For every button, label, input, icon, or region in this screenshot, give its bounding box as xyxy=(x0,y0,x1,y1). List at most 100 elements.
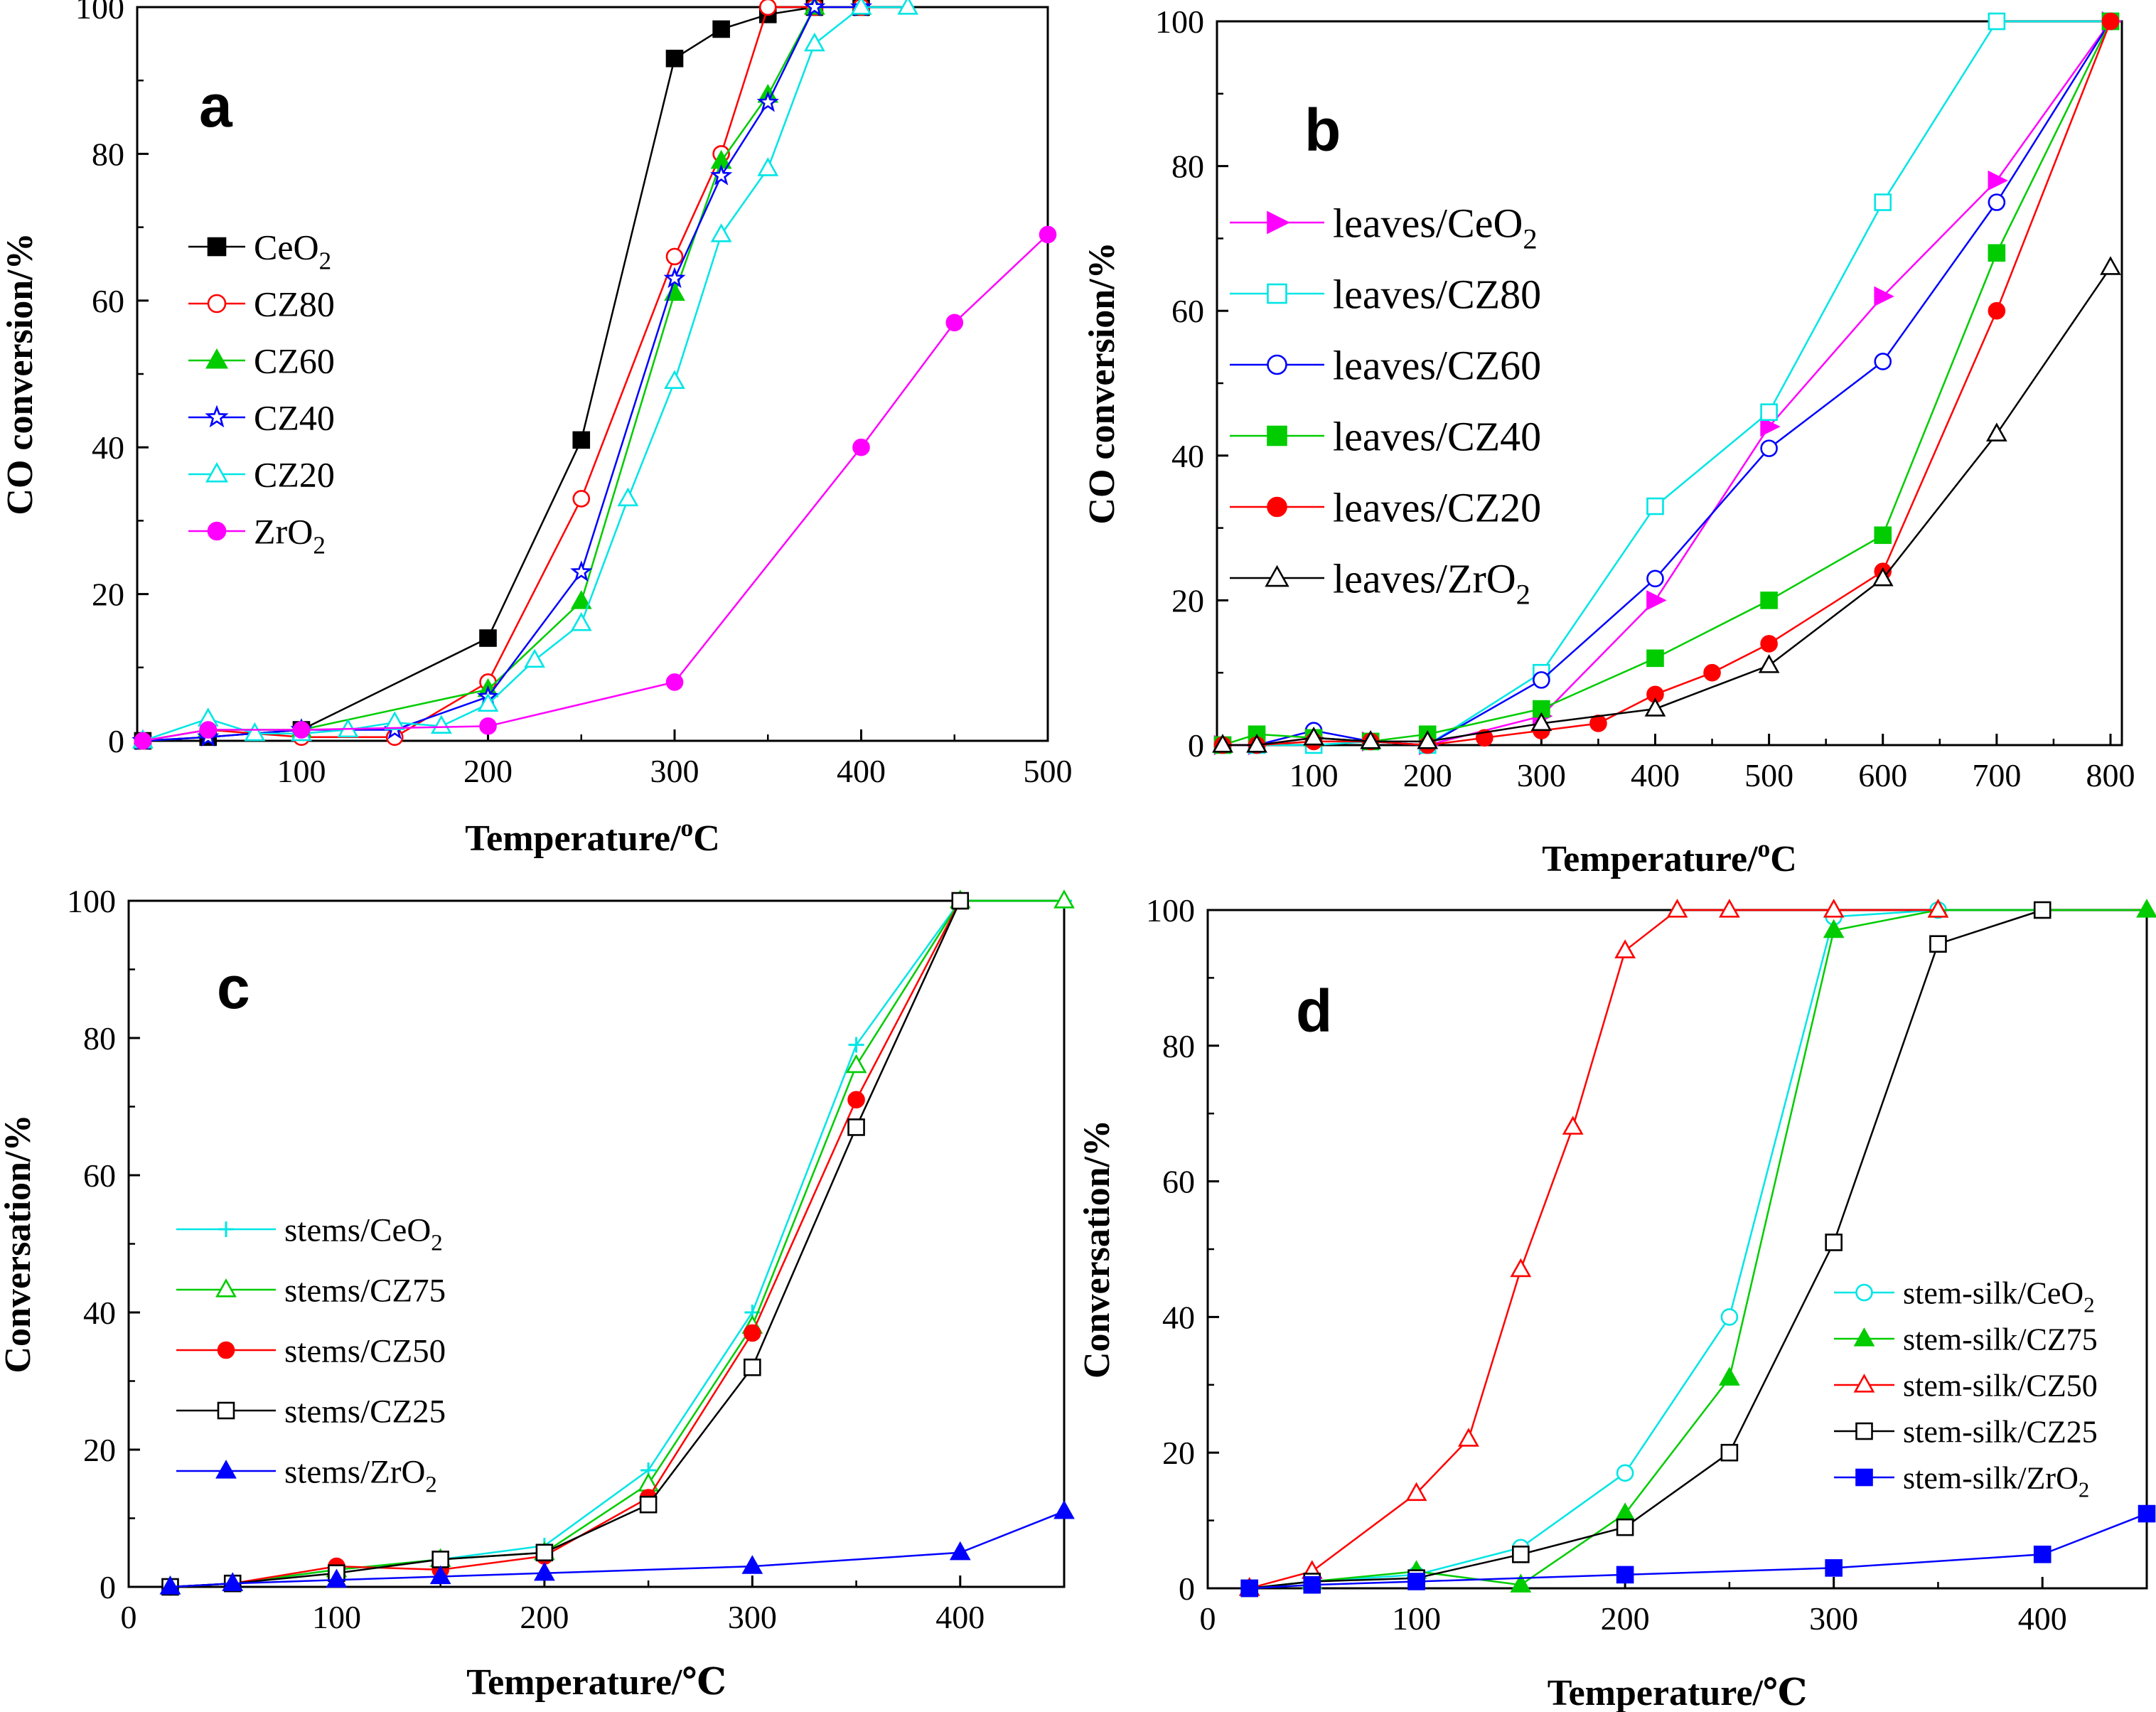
y-tick-label: 40 xyxy=(83,1295,116,1331)
data-point xyxy=(2033,901,2052,919)
data-point xyxy=(1760,635,1778,653)
legend: stem-silk/CeO2 stem-silk/CZ75 stem-silk/CZ… xyxy=(1834,1275,2098,1502)
data-point xyxy=(1988,301,2006,320)
y-tick-label: 0 xyxy=(108,723,124,759)
data-point xyxy=(1646,590,1667,611)
data-point xyxy=(1760,403,1778,422)
legend-label: CeO2 xyxy=(254,228,331,275)
data-point xyxy=(1825,1234,1843,1251)
x-tick-label: 500 xyxy=(1744,757,1793,793)
data-point xyxy=(1988,244,2006,262)
legend-item-leaves-cz80: leaves/CZ80 xyxy=(1230,271,1541,317)
data-point xyxy=(663,267,686,289)
legend-marker xyxy=(1267,496,1287,518)
y-tick-label: 40 xyxy=(1162,1299,1195,1335)
x-axis-label: Temperature/℃ xyxy=(1548,1673,1808,1712)
data-point xyxy=(1039,225,1057,244)
legend-label: stem-silk/CZ25 xyxy=(1903,1414,2098,1449)
legend-label: CZ40 xyxy=(254,398,335,438)
y-tick-label: 40 xyxy=(92,429,124,466)
data-point xyxy=(1405,1482,1427,1502)
data-point xyxy=(639,1495,658,1514)
legend-item-stems-zro2: stems/ZrO2 xyxy=(176,1453,437,1498)
legend-item-stem-silk-ceo2: stem-silk/CeO2 xyxy=(1834,1275,2095,1317)
x-tick-label: 0 xyxy=(121,1599,137,1635)
panel-b: 100 200 300 400 500 600 700 800 0 20 40 60 80 100 Temp… xyxy=(1082,4,2135,879)
x-tick-label: 0 xyxy=(1200,1600,1216,1637)
data-point xyxy=(572,490,591,508)
x-tick-label: 100 xyxy=(1392,1600,1441,1637)
data-point xyxy=(1646,569,1664,588)
y-axis-label: Conversation/% xyxy=(1077,1120,1117,1379)
data-point xyxy=(1719,899,1740,918)
data-point xyxy=(534,1561,555,1581)
legend-label: stems/CZ75 xyxy=(284,1272,446,1309)
legend-label: leaves/CZ80 xyxy=(1333,271,1541,317)
data-point xyxy=(431,715,452,734)
data-point xyxy=(847,1091,865,1109)
legend-label: ZrO2 xyxy=(254,512,326,560)
data-point xyxy=(1874,286,1894,307)
data-point xyxy=(1929,935,1947,953)
data-point xyxy=(1533,671,1550,689)
legend-marker xyxy=(1265,565,1289,587)
legend-label: CZ80 xyxy=(254,284,335,324)
legend-marker xyxy=(207,237,227,257)
data-point xyxy=(2033,1546,2052,1563)
legend-marker xyxy=(1855,1422,1873,1440)
data-point xyxy=(617,487,639,507)
legend-item-zro2: ZrO2 xyxy=(188,512,326,560)
x-tick-label: 100 xyxy=(1289,757,1339,793)
legend-marker xyxy=(205,461,229,483)
data-point xyxy=(199,721,218,739)
data-point xyxy=(1510,1573,1532,1593)
data-point xyxy=(1417,730,1439,749)
data-point xyxy=(326,1568,348,1588)
data-point xyxy=(1719,1366,1740,1386)
data-point xyxy=(1512,1546,1530,1563)
legend-item-stem-silk-cz25: stem-silk/CZ25 xyxy=(1834,1414,2098,1449)
legend-item-stems-cz75: stems/CZ75 xyxy=(176,1272,446,1309)
series-cz20 xyxy=(132,0,918,749)
legend-label: stems/CZ25 xyxy=(284,1393,446,1430)
x-tick-label: 100 xyxy=(312,1599,361,1635)
data-point xyxy=(1644,697,1666,717)
data-point xyxy=(1646,649,1664,668)
legend-item-leaves-zro2: leaves/ZrO2 xyxy=(1230,555,1530,611)
legend-item-cz20: CZ20 xyxy=(188,455,335,495)
legend-label: stems/ZrO2 xyxy=(284,1453,437,1497)
legend: leaves/CeO2 leaves/CZ80 leaves/CZ60 leaves/… xyxy=(1230,200,1541,611)
data-point xyxy=(741,1555,763,1574)
data-point xyxy=(897,0,918,15)
data-point xyxy=(1760,416,1781,437)
legend-marker xyxy=(1853,1327,1875,1347)
data-point xyxy=(477,692,499,712)
legend-item-stems-cz50: stems/CZ50 xyxy=(176,1332,446,1369)
series-zro2 xyxy=(134,225,1057,750)
data-point xyxy=(1053,1499,1075,1519)
x-tick-label: 800 xyxy=(2086,757,2135,793)
series-stem-silk-zro2 xyxy=(1240,1504,2156,1598)
legend-item-stems-cz25: stems/CZ25 xyxy=(176,1393,446,1430)
series-ceo2 xyxy=(134,0,870,750)
data-point xyxy=(852,438,870,456)
series-stems-zro2 xyxy=(159,1499,1075,1595)
data-point xyxy=(1616,1464,1634,1482)
series-line xyxy=(170,1510,1065,1588)
x-tick-label: 200 xyxy=(463,753,513,789)
data-point xyxy=(848,1037,864,1053)
y-tick-label: 0 xyxy=(1179,1571,1195,1607)
y-tick-label: 80 xyxy=(83,1020,116,1056)
y-tick-label: 0 xyxy=(1188,727,1204,764)
legend-marker xyxy=(207,294,227,314)
data-point xyxy=(1825,1559,1843,1577)
data-point xyxy=(1303,1575,1321,1594)
y-tick-label: 20 xyxy=(83,1432,116,1468)
legend-item-leaves-cz40: leaves/CZ40 xyxy=(1230,413,1541,459)
data-point xyxy=(244,722,266,742)
x-tick-label: 300 xyxy=(1809,1600,1858,1637)
y-tick-label: 100 xyxy=(75,0,124,26)
data-point xyxy=(710,164,733,186)
x-axis-label: Temperature/℃ xyxy=(466,1662,726,1703)
